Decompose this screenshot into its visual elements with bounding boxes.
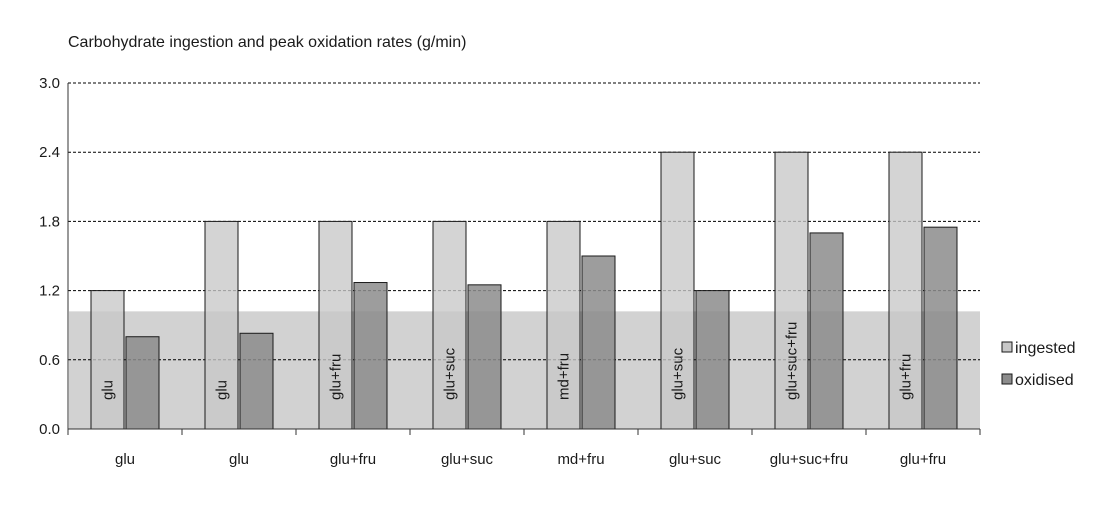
bar-label: glu+suc	[442, 347, 459, 400]
bar-oxidised	[125, 336, 160, 430]
bar-ingested	[774, 151, 809, 430]
bar-label: glu	[214, 380, 231, 400]
bar-oxidised	[353, 282, 388, 430]
category-label: glu+suc+fru	[770, 451, 848, 468]
bar-oxidised	[581, 255, 616, 430]
y-tick-labels: 0.0 0.6 1.2 1.8 2.4 3.0	[39, 75, 60, 438]
legend-label-ingested: ingested	[1015, 340, 1076, 357]
category-label: glu	[115, 451, 135, 468]
bar-label: glu+fru	[898, 354, 915, 400]
bar-label: md+fru	[556, 353, 573, 400]
bar-ingested	[90, 290, 125, 430]
bar-oxidised	[695, 290, 730, 430]
legend-swatch-oxidised	[1001, 373, 1013, 385]
bar-ingested	[318, 220, 353, 430]
bar-ingested	[432, 220, 467, 430]
y-tick-label: 0.0	[39, 421, 60, 438]
bar-oxidised	[239, 332, 274, 430]
y-tick-label: 0.6	[39, 352, 60, 369]
bar-ingested	[204, 220, 239, 430]
legend: ingested oxidised	[1001, 340, 1076, 389]
legend-label-oxidised: oxidised	[1015, 372, 1074, 389]
y-tick-label: 1.2	[39, 283, 60, 300]
bar-label: glu+suc	[670, 347, 687, 400]
bars: glu glu glu+fru glu+suc md+fru glu+suc glu+suc…	[90, 151, 958, 430]
category-label: glu+fru	[330, 451, 376, 468]
category-labels: glu glu glu+fru glu+suc md+fru glu+suc glu+suc…	[115, 451, 946, 468]
bar-ingested	[546, 220, 581, 430]
bar-label: glu+suc+fru	[784, 322, 801, 400]
bar-ingested	[888, 151, 923, 430]
bar-label: glu+fru	[328, 354, 345, 400]
legend-swatch-ingested	[1001, 341, 1013, 353]
y-tick-label: 2.4	[39, 144, 60, 161]
category-label: glu+fru	[900, 451, 946, 468]
chart-title: Carbohydrate ingestion and peak oxidatio…	[68, 34, 466, 51]
y-tick-label: 1.8	[39, 213, 60, 230]
category-label: glu+suc	[441, 451, 494, 468]
bar-oxidised	[467, 284, 502, 430]
y-tick-label: 3.0	[39, 75, 60, 92]
category-label: glu+suc	[669, 451, 722, 468]
category-label: glu	[229, 451, 249, 468]
bar-label: glu	[100, 380, 117, 400]
category-label: md+fru	[557, 451, 604, 468]
bar-oxidised	[809, 232, 844, 430]
axes	[67, 83, 981, 435]
bar-ingested	[660, 151, 695, 430]
bar-oxidised	[923, 226, 958, 430]
